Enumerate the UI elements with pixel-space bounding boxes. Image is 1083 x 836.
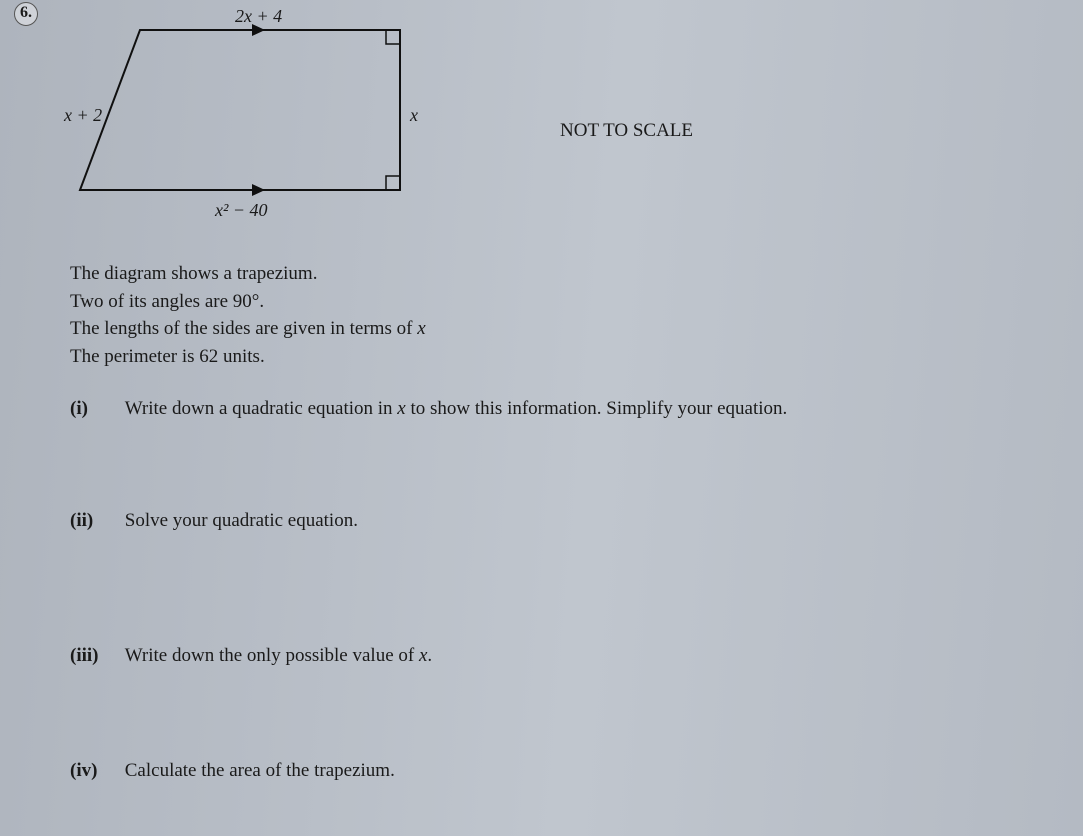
part-iii: (iii) Write down the only possible value… (70, 645, 1030, 667)
desc-line-3x: x (417, 318, 425, 339)
part-ii-text: Solve your quadratic equation. (125, 510, 1005, 532)
label-top: 2x + 4 (235, 6, 282, 27)
desc-line-3a: The lengths of the sides are given in te… (70, 318, 417, 339)
part-i-text-a: Write down a quadratic equation in (125, 398, 398, 419)
label-left: x + 2 (64, 105, 102, 126)
description-block: The diagram shows a trapezium. Two of it… (70, 260, 426, 370)
desc-line-4: The perimeter is 62 units. (70, 343, 426, 371)
part-iv-text: Calculate the area of the trapezium. (125, 760, 1005, 782)
part-i-text-b: to show this information. Simplify your … (406, 398, 788, 419)
label-right: x (410, 105, 418, 126)
trapezium-shape (80, 30, 400, 190)
trapezium-figure: 2x + 4 x x² − 40 x + 2 (70, 20, 440, 235)
right-angle-top (386, 30, 400, 44)
desc-line-2: Two of its angles are 90°. (70, 288, 426, 316)
arrow-bottom (252, 184, 265, 196)
page: 6. 2x + 4 x x² − 40 x + 2 NOT TO SCALE T… (0, 0, 1083, 836)
part-i-text: Write down a quadratic equation in x to … (125, 398, 1005, 420)
part-iii-text-b: . (427, 645, 432, 666)
right-angle-bottom (386, 176, 400, 190)
trapezium-svg (70, 20, 440, 230)
part-ii: (ii) Solve your quadratic equation. (70, 510, 1030, 532)
label-bottom: x² − 40 (215, 200, 268, 221)
desc-line-1: The diagram shows a trapezium. (70, 260, 426, 288)
part-iv: (iv) Calculate the area of the trapezium… (70, 760, 1030, 782)
desc-line-3: The lengths of the sides are given in te… (70, 315, 426, 343)
part-iii-text-a: Write down the only possible value of (125, 645, 419, 666)
part-i-num: (i) (70, 398, 120, 420)
part-iv-num: (iv) (70, 760, 120, 782)
part-i: (i) Write down a quadratic equation in x… (70, 398, 1030, 420)
part-iii-num: (iii) (70, 645, 120, 667)
question-number-badge: 6. (14, 2, 38, 26)
part-iii-text: Write down the only possible value of x. (125, 645, 1005, 667)
part-i-text-x: x (397, 398, 405, 419)
part-ii-num: (ii) (70, 510, 120, 532)
not-to-scale-label: NOT TO SCALE (560, 120, 693, 142)
